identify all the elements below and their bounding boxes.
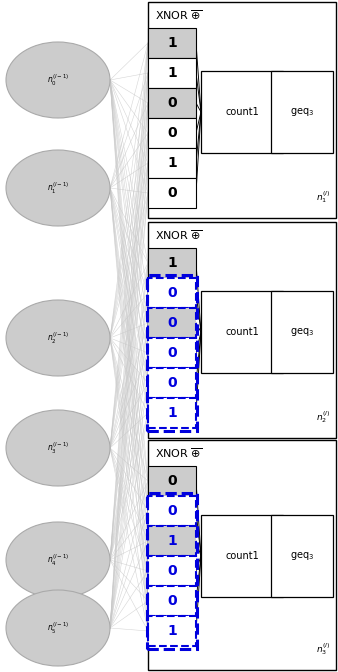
Text: 1: 1 xyxy=(167,256,177,270)
Text: 1: 1 xyxy=(167,66,177,80)
Text: XNOR $\overline{\oplus}$: XNOR $\overline{\oplus}$ xyxy=(155,446,202,460)
Text: XNOR $\overline{\oplus}$: XNOR $\overline{\oplus}$ xyxy=(155,228,202,242)
Bar xyxy=(148,2,336,218)
Text: count1: count1 xyxy=(225,327,259,337)
Text: 1: 1 xyxy=(167,624,177,638)
Text: 0: 0 xyxy=(167,346,177,360)
Bar xyxy=(148,58,196,88)
Text: 1: 1 xyxy=(167,36,177,50)
Text: $n_5^{(l-1)}$: $n_5^{(l-1)}$ xyxy=(47,620,69,636)
Ellipse shape xyxy=(6,42,110,118)
Bar xyxy=(148,338,196,368)
Bar xyxy=(271,71,333,153)
Text: XNOR $\overline{\oplus}$: XNOR $\overline{\oplus}$ xyxy=(155,8,202,22)
Bar xyxy=(148,616,196,646)
Text: 0: 0 xyxy=(167,376,177,390)
Text: $n_4^{(l-1)}$: $n_4^{(l-1)}$ xyxy=(47,552,69,568)
Bar xyxy=(148,178,196,208)
Text: count1: count1 xyxy=(225,107,259,117)
Bar xyxy=(148,222,336,438)
Text: 0: 0 xyxy=(167,564,177,578)
Bar xyxy=(148,466,196,496)
Bar xyxy=(148,496,196,526)
Bar xyxy=(148,398,196,428)
Text: 0: 0 xyxy=(167,316,177,330)
Text: $n_3^{(l-1)}$: $n_3^{(l-1)}$ xyxy=(47,440,69,456)
Bar xyxy=(201,515,283,597)
Bar xyxy=(148,440,336,670)
Text: geq$_3$: geq$_3$ xyxy=(290,326,314,338)
Bar xyxy=(147,493,197,648)
Bar xyxy=(147,276,197,431)
Bar xyxy=(201,71,283,153)
Text: 0: 0 xyxy=(167,504,177,518)
Bar xyxy=(148,556,196,586)
Text: 0: 0 xyxy=(167,286,177,300)
Text: $n_2^{(l)}$: $n_2^{(l)}$ xyxy=(316,409,330,425)
Bar xyxy=(148,586,196,616)
Text: 0: 0 xyxy=(167,186,177,200)
Text: 1: 1 xyxy=(167,534,177,548)
Bar xyxy=(148,28,196,58)
Bar xyxy=(148,368,196,398)
Text: 0: 0 xyxy=(167,594,177,608)
Text: 1: 1 xyxy=(167,156,177,170)
Text: 1: 1 xyxy=(167,406,177,420)
Text: $n_3^{(l)}$: $n_3^{(l)}$ xyxy=(316,641,330,657)
Bar xyxy=(271,515,333,597)
Bar xyxy=(148,88,196,118)
Text: geq$_3$: geq$_3$ xyxy=(290,550,314,562)
Bar xyxy=(148,248,196,278)
Text: $n_0^{(l-1)}$: $n_0^{(l-1)}$ xyxy=(47,73,69,88)
Text: 0: 0 xyxy=(167,126,177,140)
Bar xyxy=(148,278,196,308)
Ellipse shape xyxy=(6,300,110,376)
Text: 0: 0 xyxy=(167,96,177,110)
Ellipse shape xyxy=(6,410,110,486)
Bar xyxy=(271,291,333,373)
Ellipse shape xyxy=(6,150,110,226)
Text: 0: 0 xyxy=(167,474,177,488)
Bar xyxy=(148,308,196,338)
Bar xyxy=(148,148,196,178)
Bar xyxy=(148,118,196,148)
Text: $n_1^{(l-1)}$: $n_1^{(l-1)}$ xyxy=(47,180,69,196)
Bar xyxy=(148,526,196,556)
Bar xyxy=(201,291,283,373)
Text: count1: count1 xyxy=(225,551,259,561)
Text: $n_1^{(l)}$: $n_1^{(l)}$ xyxy=(316,190,330,205)
Text: $n_2^{(l-1)}$: $n_2^{(l-1)}$ xyxy=(47,330,69,345)
Text: geq$_3$: geq$_3$ xyxy=(290,106,314,118)
Ellipse shape xyxy=(6,590,110,666)
Ellipse shape xyxy=(6,522,110,598)
